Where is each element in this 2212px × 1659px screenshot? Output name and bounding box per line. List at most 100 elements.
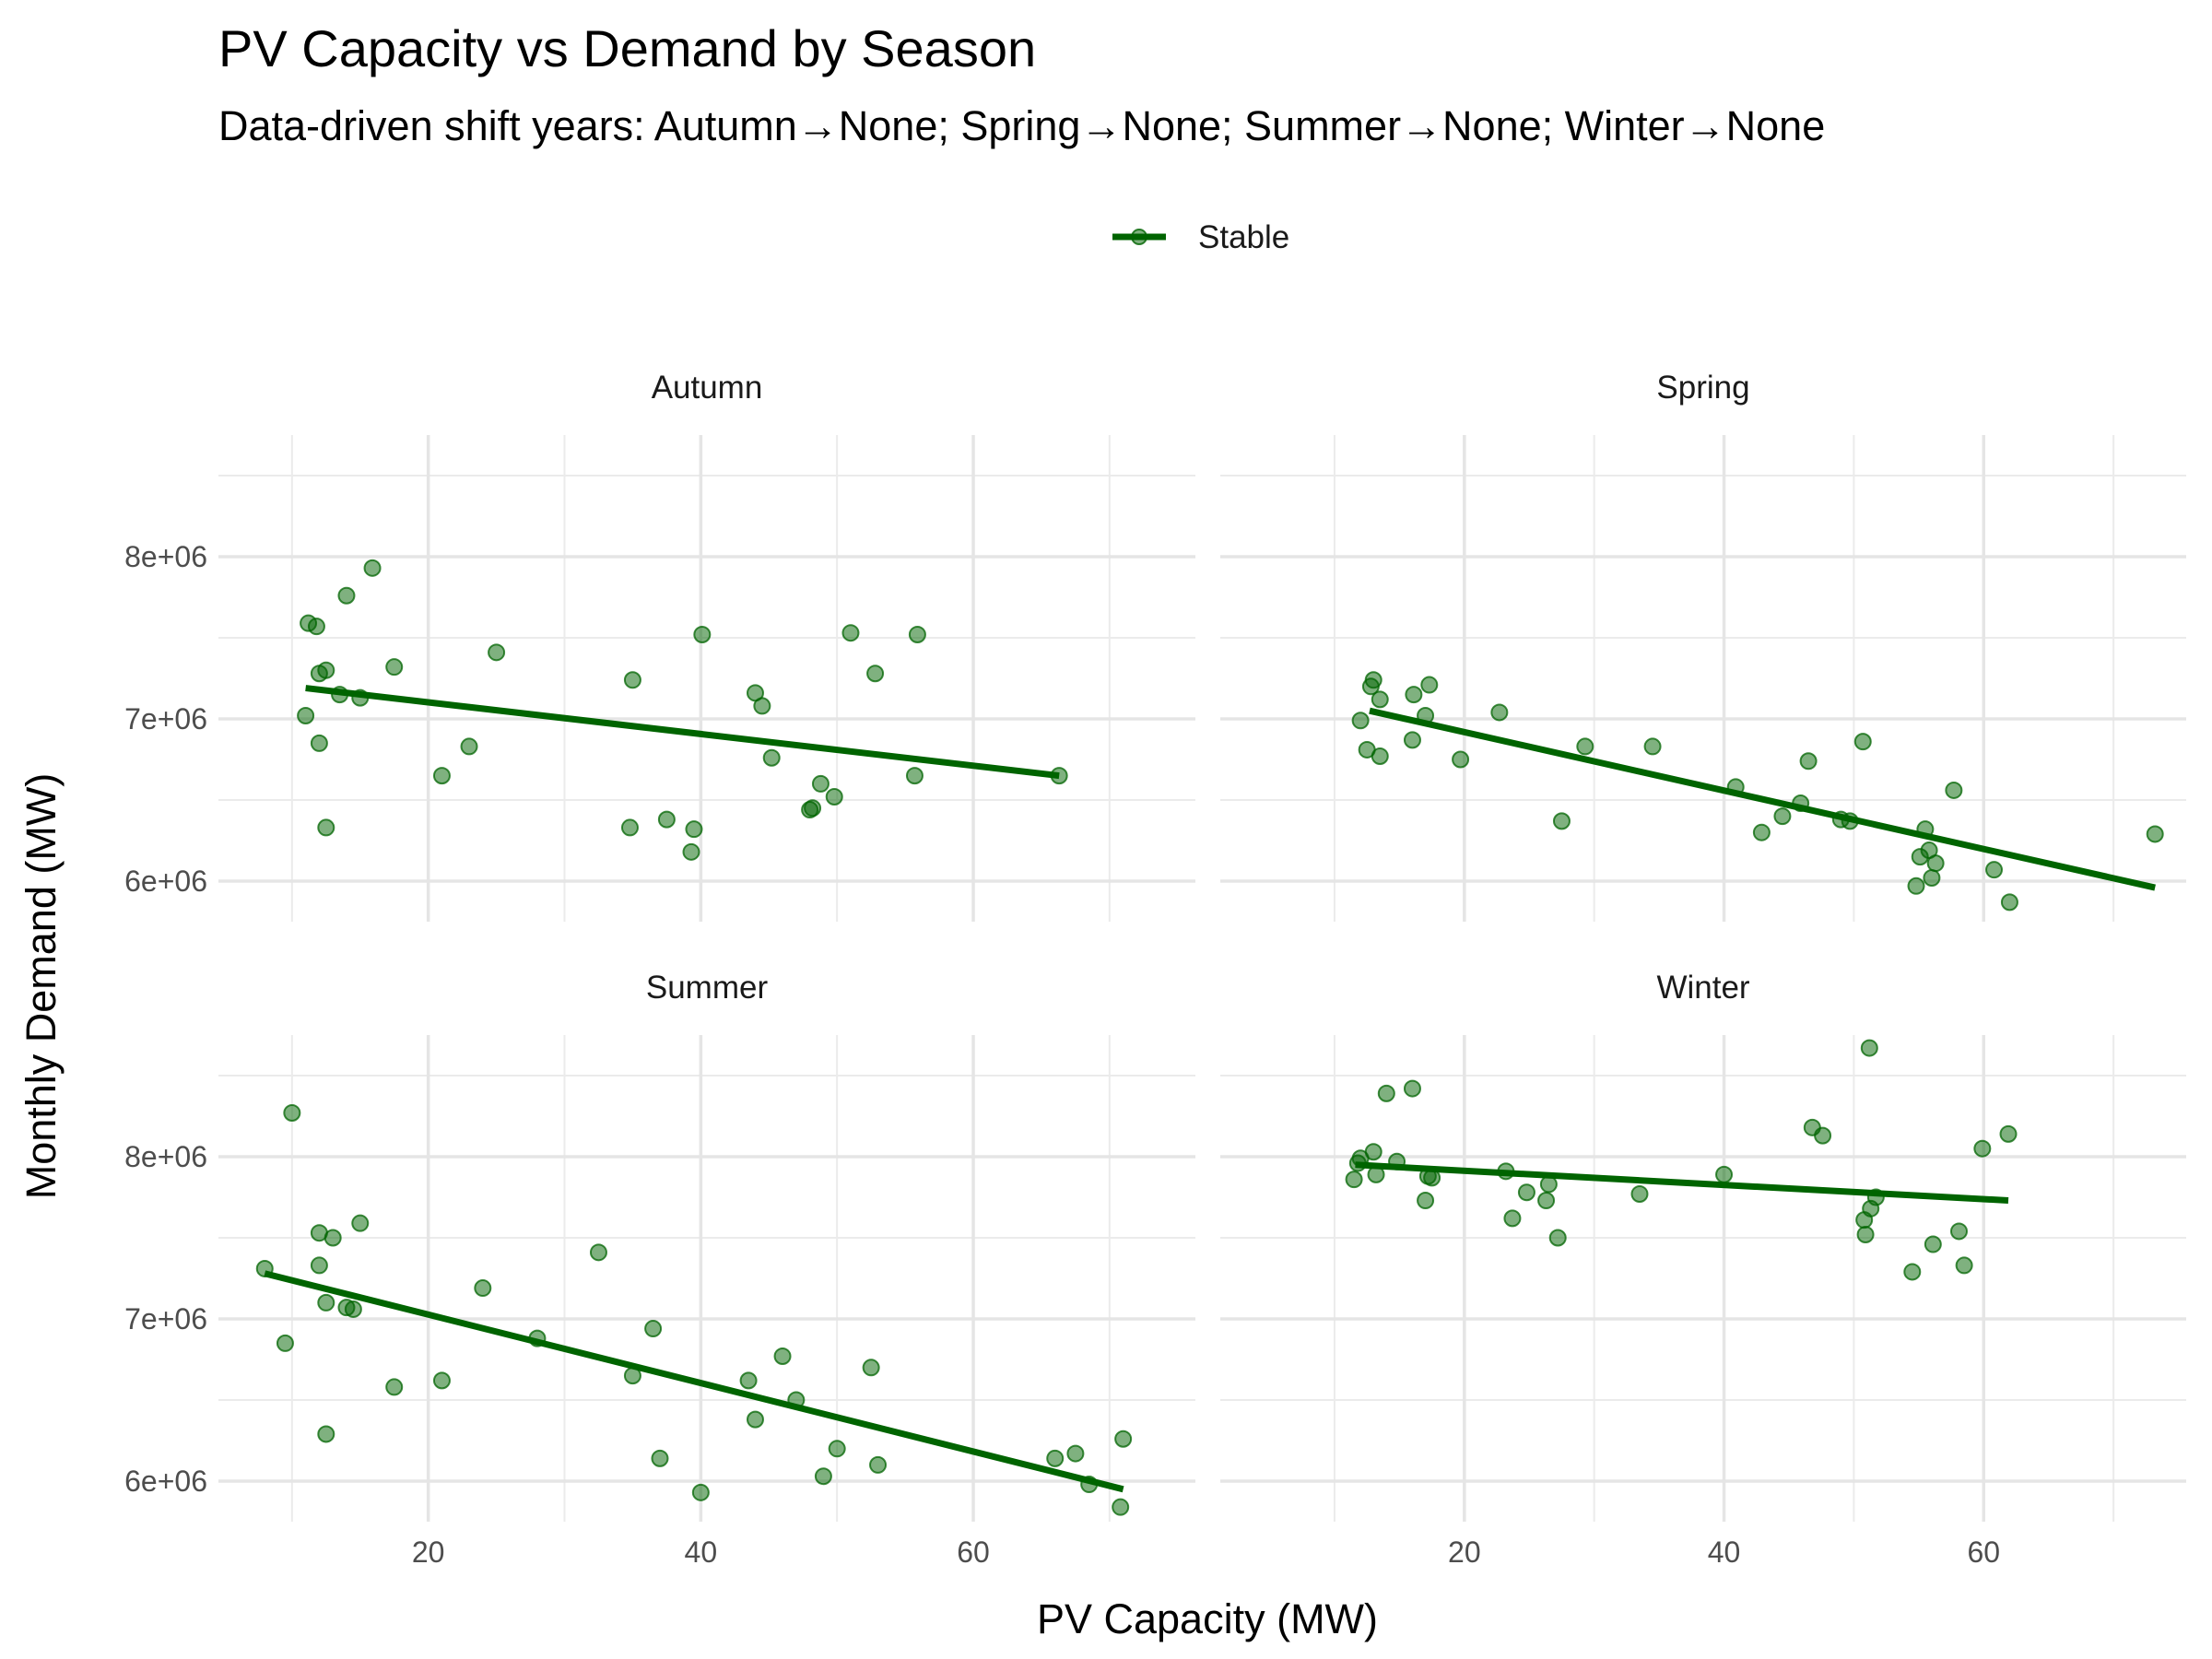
data-point bbox=[657, 810, 676, 829]
data-point bbox=[589, 1243, 607, 1262]
data-point bbox=[324, 1229, 342, 1247]
data-point bbox=[385, 658, 404, 677]
data-point bbox=[1924, 1235, 1942, 1253]
y-tick-label: 6e+06 bbox=[124, 865, 207, 898]
panel-winter: Winter 20 40 60 bbox=[1220, 970, 2186, 1569]
data-point bbox=[1949, 1222, 1968, 1241]
data-point bbox=[685, 820, 703, 839]
data-point bbox=[746, 1410, 764, 1429]
data-point bbox=[1112, 1498, 1130, 1516]
data-point bbox=[801, 801, 819, 819]
data-point bbox=[1715, 1165, 1734, 1183]
y-tick-label: 8e+06 bbox=[124, 540, 207, 573]
data-point bbox=[1752, 823, 1771, 841]
data-point bbox=[869, 1455, 888, 1474]
data-point bbox=[682, 842, 700, 861]
data-point bbox=[310, 1256, 328, 1275]
strip-label-autumn: Autumn bbox=[652, 370, 763, 406]
data-point bbox=[814, 1467, 832, 1486]
data-point bbox=[1856, 1225, 1875, 1243]
data-point bbox=[432, 1371, 451, 1390]
data-point bbox=[620, 818, 639, 837]
x-tick-label: 20 bbox=[1448, 1535, 1481, 1569]
data-point bbox=[1643, 737, 1662, 756]
data-point bbox=[908, 625, 926, 643]
x-tick-label: 60 bbox=[1967, 1535, 2000, 1569]
trend-line-winter bbox=[1355, 1161, 2009, 1205]
data-point bbox=[1552, 812, 1571, 830]
data-point bbox=[307, 618, 325, 636]
data-point bbox=[739, 1371, 758, 1390]
data-point bbox=[310, 665, 328, 683]
panel-spring: Spring bbox=[1220, 370, 2186, 922]
data-point bbox=[1351, 712, 1370, 730]
data-point bbox=[773, 1347, 792, 1365]
data-point bbox=[474, 1279, 492, 1298]
trend-line-autumn bbox=[305, 685, 1060, 780]
trend-line-spring bbox=[1369, 707, 2156, 891]
data-point bbox=[337, 586, 356, 605]
x-tick-label: 60 bbox=[957, 1535, 990, 1569]
data-point bbox=[2000, 893, 2018, 912]
data-point bbox=[1503, 1209, 1522, 1228]
data-point bbox=[841, 624, 860, 642]
gridlines-spring bbox=[1220, 435, 2186, 922]
data-point bbox=[2146, 825, 2164, 843]
data-point bbox=[317, 1425, 335, 1443]
trend-line-summer bbox=[264, 1270, 1124, 1493]
data-point bbox=[317, 818, 335, 837]
panel-summer: Summer 6e+06 7e+06 8e+06 20 40 60 bbox=[124, 970, 1195, 1569]
data-point bbox=[1046, 1449, 1065, 1467]
data-point bbox=[297, 706, 315, 724]
gridlines-summer bbox=[218, 1035, 1195, 1522]
data-point bbox=[1377, 1084, 1395, 1102]
data-point bbox=[1945, 781, 1963, 799]
data-point bbox=[1860, 1039, 1878, 1057]
panel-autumn: Autumn 6e+06 7e+06 8e+06 bbox=[124, 370, 1195, 922]
data-point bbox=[1576, 737, 1594, 756]
data-point bbox=[1548, 1229, 1567, 1247]
y-tick-label: 7e+06 bbox=[124, 702, 207, 735]
data-point bbox=[693, 625, 712, 643]
data-point bbox=[283, 1103, 301, 1122]
x-axis-title: PV Capacity (MW) bbox=[1037, 1595, 1378, 1642]
data-point bbox=[276, 1334, 294, 1352]
data-point bbox=[691, 1483, 710, 1501]
data-point bbox=[651, 1449, 669, 1467]
data-point bbox=[1403, 731, 1421, 749]
data-point bbox=[644, 1320, 663, 1338]
data-point bbox=[1999, 1124, 2018, 1143]
data-point bbox=[310, 734, 328, 752]
data-point bbox=[351, 1214, 370, 1232]
x-tick-label: 20 bbox=[412, 1535, 445, 1569]
data-point bbox=[825, 787, 843, 806]
data-point bbox=[862, 1359, 880, 1377]
data-point bbox=[1361, 677, 1380, 696]
data-point bbox=[905, 767, 924, 785]
points-winter bbox=[1345, 1039, 2018, 1281]
data-point bbox=[1907, 877, 1925, 895]
data-point bbox=[828, 1440, 846, 1458]
data-point bbox=[811, 774, 830, 793]
points-autumn bbox=[297, 559, 1068, 861]
data-point bbox=[1371, 747, 1389, 765]
data-point bbox=[1630, 1184, 1649, 1203]
data-point bbox=[1066, 1444, 1085, 1463]
data-point bbox=[1114, 1430, 1133, 1448]
data-point bbox=[1814, 1126, 1832, 1145]
data-point bbox=[1517, 1183, 1535, 1202]
data-point bbox=[1490, 703, 1509, 722]
data-point bbox=[1345, 1171, 1363, 1189]
data-point bbox=[623, 671, 641, 689]
legend-key-point bbox=[1131, 229, 1147, 245]
data-point bbox=[460, 737, 478, 756]
data-point bbox=[1955, 1256, 1973, 1275]
data-point bbox=[1537, 1192, 1556, 1210]
data-point bbox=[363, 559, 382, 577]
data-point bbox=[1420, 676, 1439, 694]
points-summer bbox=[255, 1103, 1133, 1516]
data-point bbox=[753, 697, 771, 715]
data-point bbox=[1853, 733, 1872, 751]
chart-title: PV Capacity vs Demand by Season bbox=[218, 19, 1036, 77]
data-point bbox=[1364, 1143, 1382, 1161]
